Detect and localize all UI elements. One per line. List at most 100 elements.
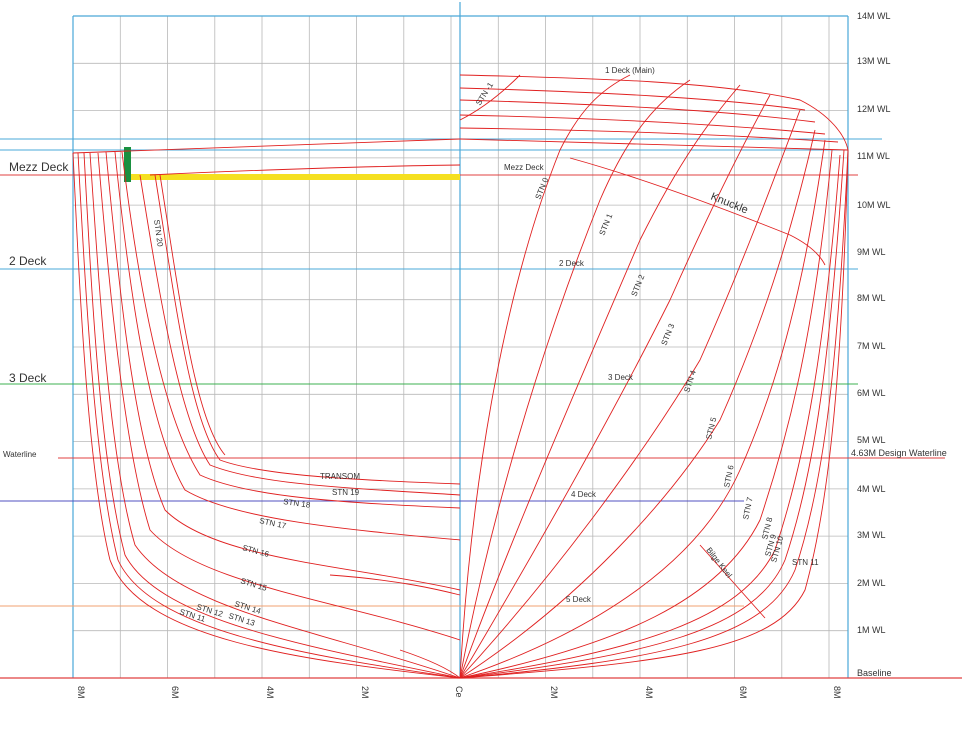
stn-11-fwd bbox=[459, 149, 849, 679]
left-label-2-deck: 2 Deck bbox=[9, 254, 47, 268]
frame bbox=[72, 2, 849, 678]
fwd-label-stn-5: STN 5 bbox=[704, 416, 718, 441]
aft-label-stn-17: STN 17 bbox=[259, 516, 288, 531]
wl-label-3: 3M WL bbox=[857, 530, 886, 540]
stn-5-fwd bbox=[459, 129, 816, 679]
stn-4-fwd bbox=[459, 109, 801, 679]
wl-label-12: 12M WL bbox=[857, 104, 891, 114]
bottom-label-2m-right: 2M bbox=[549, 686, 559, 699]
left-label-mezz-deck: Mezz Deck bbox=[9, 160, 69, 174]
wl-label-13: 13M WL bbox=[857, 56, 891, 66]
deck-label-4: 4 Deck bbox=[571, 490, 597, 499]
stn-7-fwd bbox=[459, 149, 833, 679]
bottom-labels: 8M 6M 4M 2M Ce 2M 4M 6M 8M bbox=[76, 686, 842, 699]
wl-label-5: 5M WL bbox=[857, 435, 886, 445]
wl-label-10: 10M WL bbox=[857, 200, 891, 210]
stn-15-aft bbox=[97, 152, 461, 641]
bottom-label-centre: Ce bbox=[454, 686, 464, 698]
stn-13-aft bbox=[83, 152, 461, 679]
transom-line bbox=[154, 174, 461, 485]
aft-label-stn-15: STN 15 bbox=[239, 576, 268, 593]
fwd-label-stn-1: STN 1 bbox=[598, 212, 615, 237]
bow-wl-2 bbox=[459, 87, 806, 111]
wl-label-2: 2M WL bbox=[857, 578, 886, 588]
aft-label-stn-13: STN 13 bbox=[227, 611, 256, 628]
deck-label-5: 5 Deck bbox=[566, 595, 592, 604]
stn-6-fwd bbox=[459, 139, 826, 679]
stn-16-tail bbox=[329, 574, 461, 596]
stn-8-fwd bbox=[459, 154, 841, 679]
wl-label-8: 8M WL bbox=[857, 293, 886, 303]
stn-16-aft bbox=[105, 151, 461, 591]
waterline-labels: 14M WL 13M WL 12M WL 11M WL 10M WL 9M WL… bbox=[851, 11, 947, 678]
bow-wl-4 bbox=[459, 114, 826, 135]
bottom-label-4m-left: 4M bbox=[265, 686, 275, 699]
bottom-label-2m-left: 2M bbox=[360, 686, 370, 699]
bilge-keel-line bbox=[699, 544, 766, 619]
aft-label-stn-16: STN 16 bbox=[241, 543, 270, 559]
wl-label-7: 7M WL bbox=[857, 341, 886, 351]
stn-12-aft bbox=[77, 152, 461, 679]
bottom-label-4m-right: 4M bbox=[644, 686, 654, 699]
wl-label-14: 14M WL bbox=[857, 11, 891, 21]
wl-label-baseline: Baseline bbox=[857, 668, 892, 678]
aft-label-transom: TRANSOM bbox=[320, 472, 360, 481]
deck-label-3: 3 Deck bbox=[608, 373, 634, 382]
knuckle-label: Knuckle bbox=[709, 191, 750, 217]
wl-label-6: 6M WL bbox=[857, 388, 886, 398]
fwd-label-stn-neg1: STN -1 bbox=[474, 80, 495, 107]
left-label-waterline: Waterline bbox=[3, 450, 37, 459]
deck-label-2: 2 Deck bbox=[559, 259, 585, 268]
stn-19-aft bbox=[139, 174, 461, 496]
deck-label-mezz: Mezz Deck bbox=[504, 163, 545, 172]
wl-label-design: 4.63M Design Waterline bbox=[851, 448, 947, 458]
bow-wl-3 bbox=[459, 99, 816, 123]
hull-lines bbox=[72, 74, 849, 679]
green-block bbox=[124, 147, 131, 182]
wl-label-9: 9M WL bbox=[857, 247, 886, 257]
stn-0-fwd bbox=[459, 74, 631, 679]
stn-3-fwd bbox=[459, 94, 771, 679]
fwd-label-stn-4: STN 4 bbox=[682, 369, 698, 394]
aft-label-stn-20: STN 20 bbox=[152, 219, 165, 248]
stn-2-fwd bbox=[459, 84, 741, 679]
sheer-line-left bbox=[72, 138, 461, 154]
stn-1-fwd bbox=[459, 79, 691, 679]
stn-10-fwd bbox=[459, 149, 849, 679]
bow-wl-5 bbox=[459, 127, 839, 143]
mezz-deck-highlight bbox=[130, 174, 460, 180]
fwd-label-stn-3: STN 3 bbox=[660, 322, 677, 347]
inner-deck-labels: 1 Deck (Main) Mezz Deck 2 Deck 3 Deck 4 … bbox=[504, 66, 655, 604]
mezz-deck-curve bbox=[149, 164, 461, 176]
wl-label-1: 1M WL bbox=[857, 625, 886, 635]
stn-18-aft bbox=[121, 151, 461, 509]
keel-flare bbox=[399, 649, 461, 679]
bottom-label-8m-left: 8M bbox=[76, 686, 86, 699]
wl-label-11: 11M WL bbox=[857, 151, 890, 161]
bottom-label-6m-left: 6M bbox=[170, 686, 180, 699]
stn-11-aft bbox=[72, 152, 461, 679]
main-deck-edge bbox=[459, 138, 849, 151]
stn-neg1-fwd bbox=[459, 74, 521, 121]
left-deck-labels: Mezz Deck 2 Deck 3 Deck Waterline bbox=[3, 160, 69, 459]
stn-17-aft bbox=[114, 151, 461, 541]
stn-9-fwd bbox=[459, 149, 845, 679]
aft-label-stn-19: STN 19 bbox=[332, 488, 360, 497]
aft-label-stn-18: STN 18 bbox=[283, 497, 312, 510]
deck-label-1-main: 1 Deck (Main) bbox=[605, 66, 655, 75]
stn-14-aft bbox=[89, 152, 461, 679]
fwd-label-stn-2: STN 2 bbox=[630, 273, 647, 298]
left-label-3-deck: 3 Deck bbox=[9, 371, 47, 385]
stn-20-line bbox=[159, 174, 226, 456]
fwd-label-stn-7: STN 7 bbox=[741, 496, 755, 521]
bow-wl-1 bbox=[459, 74, 849, 151]
fwd-station-labels: STN -1 STN 0 STN 1 STN 2 STN 3 STN 4 STN… bbox=[474, 80, 819, 567]
deck-lines bbox=[0, 138, 962, 679]
fwd-label-stn-0: STN 0 bbox=[534, 176, 551, 201]
bottom-label-8m-right: 8M bbox=[832, 686, 842, 699]
bottom-label-6m-right: 6M bbox=[738, 686, 748, 699]
knuckle-line bbox=[569, 157, 826, 266]
fwd-label-stn-11: STN 11 bbox=[792, 558, 819, 567]
fwd-label-stn-6: STN 6 bbox=[722, 464, 736, 489]
